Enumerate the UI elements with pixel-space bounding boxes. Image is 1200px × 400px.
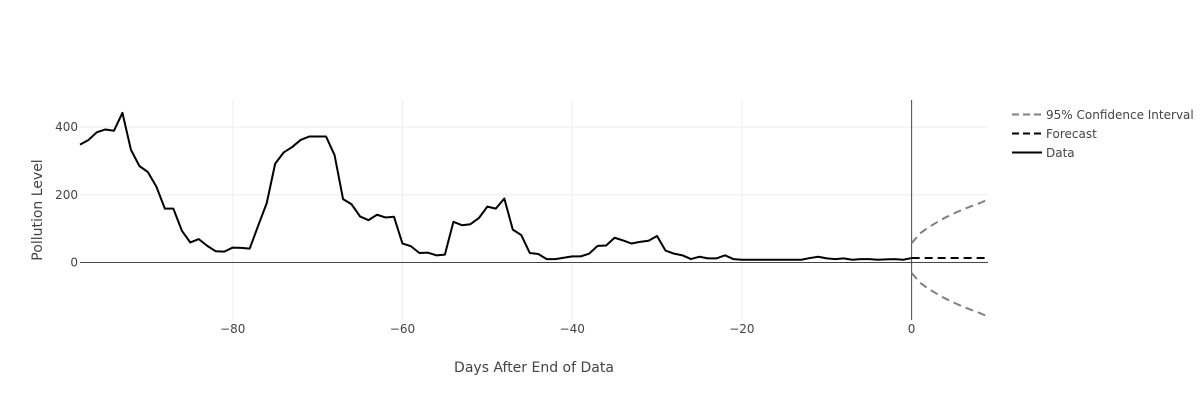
legend-label-forecast: Forecast: [1046, 127, 1097, 141]
data-line: [79, 111, 912, 261]
x-tick-label: −60: [390, 322, 415, 336]
legend-label-data: Data: [1046, 146, 1075, 160]
legend-item-forecast[interactable]: Forecast: [1012, 127, 1097, 141]
legend: 95% Confidence Interval Forecast Data: [1012, 108, 1194, 160]
y-tick-label: 400: [55, 120, 78, 134]
x-tick-label: −20: [729, 322, 754, 336]
grid-lines: [80, 100, 988, 320]
legend-item-ci[interactable]: 95% Confidence Interval: [1012, 108, 1194, 122]
y-tick-label: 0: [70, 255, 78, 269]
y-tick-label: 200: [55, 188, 78, 202]
tick-labels: −80 −60 −40 −20 0 0 200 400: [55, 120, 915, 336]
legend-item-data[interactable]: Data: [1012, 146, 1075, 160]
x-tick-label: −40: [560, 322, 585, 336]
x-tick-label: 0: [908, 322, 916, 336]
plot-area: [79, 111, 989, 318]
ci-upper-line: [910, 198, 989, 244]
x-axis-title: Days After End of Data: [454, 360, 614, 376]
x-tick-label: −80: [220, 322, 245, 336]
ci-lower-line: [910, 272, 989, 318]
legend-label-ci: 95% Confidence Interval: [1046, 108, 1194, 122]
y-axis-title: Pollution Level: [30, 159, 46, 260]
